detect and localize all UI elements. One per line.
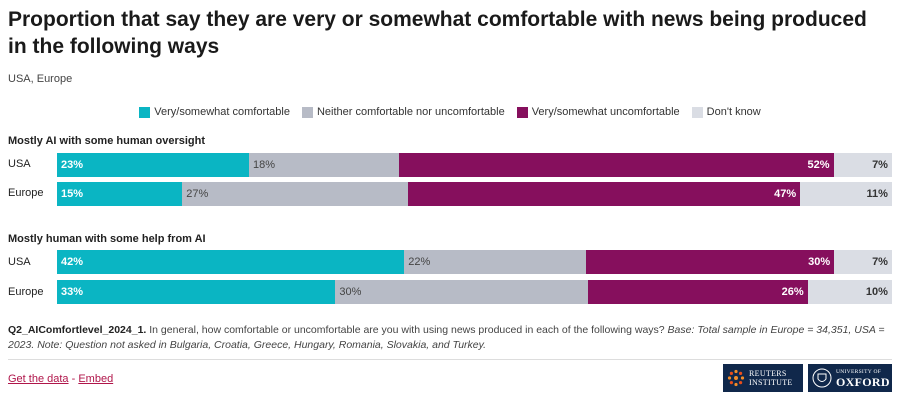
- data-label: 42%: [61, 256, 84, 268]
- oxford-crest-icon: [812, 368, 832, 388]
- bar-segment-uncomfortable[interactable]: 52%: [399, 153, 834, 177]
- reuters-dots-icon: [727, 369, 745, 387]
- bar-segment-comfortable[interactable]: 33%: [57, 280, 336, 304]
- embed-link[interactable]: Embed: [78, 373, 114, 385]
- row-label-usa: USA: [8, 256, 31, 268]
- legend-label-dont-know: Don't know: [706, 106, 761, 118]
- bar-segment-neither[interactable]: 27%: [182, 182, 408, 206]
- data-label: 47%: [774, 188, 797, 200]
- stacked-bar: 15% 27% 47% 11%: [57, 182, 892, 206]
- legend-swatch-uncomfortable: [516, 106, 528, 118]
- data-label: 10%: [865, 286, 888, 298]
- legend-label-comfortable: Very/somewhat comfortable: [154, 106, 290, 118]
- data-label: 18%: [253, 159, 276, 171]
- legend-item-neither[interactable]: Neither comfortable nor uncomfortable: [301, 106, 505, 118]
- bar-segment-dont-know[interactable]: 11%: [800, 182, 892, 206]
- data-label: 30%: [808, 256, 831, 268]
- bar-segment-neither[interactable]: 18%: [249, 153, 400, 177]
- data-label: 30%: [339, 286, 362, 298]
- footnote-question-code: Q2_AIComfortlevel_2024_1.: [8, 324, 147, 336]
- data-label: 33%: [61, 286, 84, 298]
- data-label: 52%: [807, 159, 830, 171]
- chart-subtitle: USA, Europe: [8, 73, 73, 85]
- legend: Very/somewhat comfortable Neither comfor…: [0, 106, 900, 118]
- legend-swatch-dont-know: [691, 106, 703, 118]
- bar-segment-comfortable[interactable]: 42%: [57, 250, 405, 274]
- footnote: Q2_AIComfortlevel_2024_1. In general, ho…: [8, 323, 888, 353]
- bar-segment-neither[interactable]: 30%: [335, 280, 589, 304]
- data-label: 26%: [781, 286, 804, 298]
- stacked-bar: 42% 22% 30% 7%: [57, 250, 892, 274]
- footer-links: Get the data - Embed: [8, 373, 113, 385]
- row-label-europe: Europe: [8, 286, 44, 298]
- data-label: 15%: [61, 188, 84, 200]
- row-label-usa: USA: [8, 158, 31, 170]
- legend-label-neither: Neither comfortable nor uncomfortable: [316, 106, 505, 118]
- data-label: 23%: [61, 159, 84, 171]
- data-label: 7%: [872, 159, 888, 171]
- links-separator: -: [68, 373, 79, 385]
- stacked-bar: 33% 30% 26% 10%: [57, 280, 892, 304]
- legend-item-comfortable[interactable]: Very/somewhat comfortable: [139, 106, 290, 118]
- legend-label-uncomfortable: Very/somewhat uncomfortable: [531, 106, 680, 118]
- get-data-link[interactable]: Get the data: [8, 373, 69, 385]
- bar-segment-dont-know[interactable]: 10%: [807, 280, 892, 304]
- legend-item-uncomfortable[interactable]: Very/somewhat uncomfortable: [516, 106, 680, 118]
- footnote-question-text: In general, how comfortable or uncomfort…: [146, 324, 668, 336]
- bar-segment-uncomfortable[interactable]: 47%: [407, 182, 801, 206]
- divider: [8, 359, 892, 360]
- data-label: 11%: [866, 188, 888, 200]
- oxford-logo-line2: OXFORD: [836, 374, 890, 389]
- legend-item-dont-know[interactable]: Don't know: [691, 106, 761, 118]
- bar-segment-uncomfortable[interactable]: 26%: [588, 280, 808, 304]
- stacked-bar: 23% 18% 52% 7%: [57, 153, 892, 177]
- reuters-logo-line2: INSTITUTE: [749, 378, 793, 387]
- bar-segment-uncomfortable[interactable]: 30%: [586, 250, 835, 274]
- bar-segment-comfortable[interactable]: 23%: [57, 153, 250, 177]
- bar-segment-comfortable[interactable]: 15%: [57, 182, 183, 206]
- bar-segment-neither[interactable]: 22%: [404, 250, 587, 274]
- row-label-europe: Europe: [8, 187, 44, 199]
- data-label: 27%: [186, 188, 209, 200]
- data-label: 7%: [872, 256, 888, 268]
- bar-segment-dont-know[interactable]: 7%: [834, 250, 892, 274]
- group-title-ai-oversight: Mostly AI with some human oversight: [8, 135, 206, 147]
- reuters-institute-logo[interactable]: REUTERS INSTITUTE: [723, 364, 803, 392]
- university-of-oxford-logo[interactable]: UNIVERSITY OF OXFORD: [808, 364, 892, 392]
- group-title-human-ai-help: Mostly human with some help from AI: [8, 233, 206, 245]
- reuters-logo-line1: REUTERS: [749, 369, 787, 378]
- legend-swatch-neither: [301, 106, 313, 118]
- footnote-base: Base: Total sample in Europe = 34,351, U…: [8, 324, 885, 351]
- chart-title: Proportion that say they are very or som…: [8, 8, 867, 58]
- oxford-logo-line1: UNIVERSITY OF: [836, 368, 882, 375]
- bar-segment-dont-know[interactable]: 7%: [833, 153, 892, 177]
- legend-swatch-comfortable: [139, 106, 151, 118]
- data-label: 22%: [408, 256, 431, 268]
